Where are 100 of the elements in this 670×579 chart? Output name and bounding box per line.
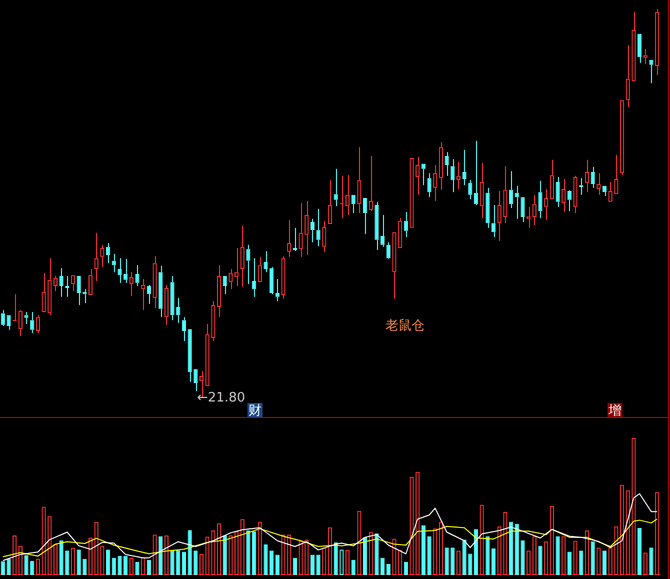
annotation: ←21.80 <box>197 390 246 406</box>
bar <box>146 560 151 575</box>
candlestick <box>170 275 174 321</box>
candlestick <box>404 211 408 238</box>
candlestick <box>638 34 642 64</box>
candlestick <box>292 227 297 252</box>
candlestick <box>310 218 315 243</box>
candlestick <box>509 170 514 209</box>
bar <box>65 550 70 575</box>
candlestick <box>556 176 560 208</box>
bar <box>638 528 642 575</box>
candlestick <box>176 298 180 324</box>
candlestick <box>486 187 490 228</box>
bar <box>292 558 297 575</box>
bar <box>363 537 368 575</box>
bar <box>188 530 192 575</box>
bar <box>316 554 320 575</box>
candlestick <box>520 197 525 223</box>
candlestick <box>316 208 320 247</box>
bar <box>24 555 28 575</box>
bar <box>491 548 496 575</box>
candlestick <box>590 166 595 188</box>
candlestick <box>182 316 186 342</box>
bar <box>520 540 525 575</box>
bar <box>486 536 490 575</box>
bar <box>246 530 250 575</box>
bar <box>158 536 163 575</box>
candlestick <box>538 180 542 219</box>
candlestick <box>76 276 81 306</box>
candlestick <box>380 214 385 248</box>
candlestick <box>386 242 390 260</box>
candlestick <box>491 204 496 238</box>
bar <box>462 540 466 575</box>
bar <box>170 550 174 575</box>
bar <box>380 558 385 575</box>
candlestick <box>158 265 163 318</box>
bar <box>76 550 81 575</box>
bar <box>567 552 572 575</box>
bar <box>468 554 472 575</box>
bar <box>474 529 478 575</box>
bar <box>275 554 280 575</box>
candlestick <box>30 312 34 334</box>
text: 增 <box>608 403 622 418</box>
candlestick <box>194 369 198 392</box>
bar <box>579 550 584 575</box>
candlestick <box>427 172 432 198</box>
bar <box>514 524 519 575</box>
candlestick <box>567 190 572 212</box>
bar <box>374 533 379 575</box>
bar <box>450 548 455 575</box>
bar <box>182 552 186 575</box>
candlestick <box>6 315 11 330</box>
candlestick <box>264 250 268 273</box>
candlestick <box>275 278 280 302</box>
bar <box>222 536 227 575</box>
candlestick <box>59 268 64 298</box>
candlestick <box>135 264 140 287</box>
bar <box>6 558 11 575</box>
candlestick <box>450 158 455 193</box>
candlestick <box>118 258 122 284</box>
candlestick <box>374 201 379 250</box>
candlestick <box>106 242 110 264</box>
candlestick <box>146 284 151 304</box>
bar <box>0 561 5 575</box>
bar <box>509 522 514 575</box>
bar <box>351 560 356 575</box>
candlestick <box>363 198 368 235</box>
bar <box>602 550 607 575</box>
bar <box>135 562 140 575</box>
bar <box>30 560 34 575</box>
candlestick <box>351 194 356 214</box>
candlestick <box>124 258 128 284</box>
bar <box>590 541 595 575</box>
bar <box>404 562 408 575</box>
candlestick <box>468 180 472 200</box>
candlestick <box>24 312 28 325</box>
candlestick <box>222 276 227 295</box>
bar <box>538 546 542 575</box>
bar <box>444 548 449 575</box>
candlestick <box>602 186 607 197</box>
bar <box>118 556 122 575</box>
bar <box>421 525 426 575</box>
text: 财 <box>248 403 262 418</box>
bar <box>252 531 256 575</box>
candlestick <box>462 149 466 186</box>
candlestick <box>0 310 5 326</box>
bar <box>649 548 654 575</box>
candlestick <box>649 60 654 84</box>
bar <box>176 550 180 575</box>
bar <box>270 550 274 575</box>
candlestick <box>252 258 256 298</box>
bar <box>427 536 432 575</box>
bar <box>112 558 116 575</box>
candlestick <box>474 140 478 206</box>
candlestick <box>334 168 338 207</box>
bar <box>264 544 268 575</box>
bar <box>386 564 390 575</box>
bar <box>82 558 87 575</box>
bar <box>194 550 198 575</box>
candlestick <box>421 164 426 186</box>
